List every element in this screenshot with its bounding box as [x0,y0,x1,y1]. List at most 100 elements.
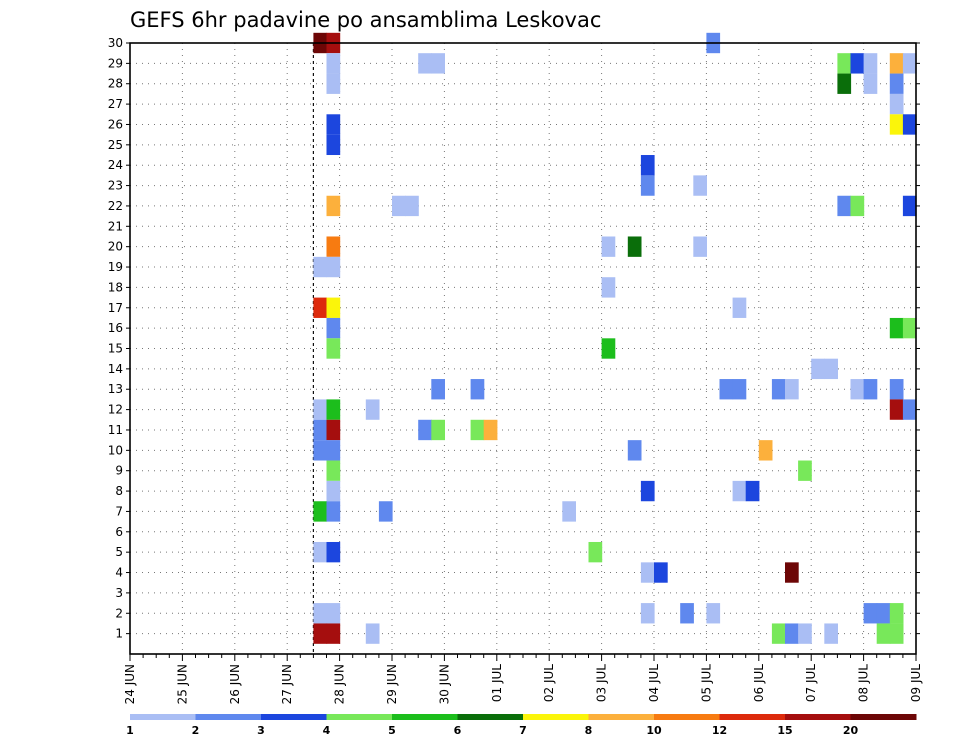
y-tick-label: 3 [115,586,123,600]
heat-cell [326,53,341,74]
heat-cell [876,603,891,624]
heat-cell [771,379,786,400]
y-tick-label: 23 [108,179,123,193]
colorbar-label: 20 [843,724,859,737]
colorbar-label: 7 [519,724,527,737]
heat-cell [706,603,721,624]
colorbar-swatch [785,714,851,720]
heat-cell [392,195,406,217]
colorbar-swatch [326,714,393,720]
heat-cell [902,317,917,339]
x-tick-label: 03 JUL [595,664,609,702]
x-tick-label: 06 JUL [752,664,766,702]
colorbar-label: 4 [323,724,331,737]
x-tick-label: 25 JUN [175,664,189,704]
x-tick-label: 29 JUN [385,664,399,704]
heat-cell [902,114,917,135]
y-tick-label: 4 [115,566,123,580]
colorbar: 1 2 3 4 5 6 7 8 10 12 15 20 [126,714,917,737]
heat-cell [771,623,786,644]
heat-cell [719,379,734,400]
x-tick-label: 01 JUL [490,664,504,702]
colorbar-swatch [130,714,196,720]
heat-cell [850,53,865,74]
heat-cell [313,603,328,624]
heat-cell [876,623,891,644]
heat-cell [732,297,747,318]
heat-cell [798,460,812,481]
heat-cell [562,501,576,522]
colorbar-label: 10 [646,724,662,737]
heat-cell [418,53,432,74]
colorbar-label: 2 [192,724,200,737]
heat-cell [313,541,328,563]
heat-cell [365,399,380,420]
heat-cell [889,399,904,420]
heat-cell [680,603,694,624]
heat-cell [902,399,917,420]
heat-cell [889,603,904,624]
y-tick-label: 17 [108,301,123,315]
heat-cell [601,236,616,257]
heat-cell [850,195,865,217]
heat-cell [326,236,341,257]
colorbar-label: 5 [388,724,396,737]
heat-cell [601,338,616,359]
x-tick-label: 08 JUL [857,664,871,702]
heat-cell [693,236,707,257]
y-tick-label: 7 [115,504,123,518]
heat-cell [824,358,838,380]
heat-cell [745,480,760,502]
heat-cell [313,623,328,644]
heat-cell [889,379,904,400]
y-tick-label: 16 [108,321,123,335]
y-tick-label: 9 [115,464,123,478]
y-tick-label: 6 [115,525,123,539]
x-axis: 24 JUN 25 JUN 26 JUN 27 JUN 28 JUN 29 JUN 30 J… [123,654,923,704]
x-tick-label: 09 JUL [909,664,923,702]
heat-cell [640,603,655,624]
x-tick-label: 07 JUL [804,664,818,702]
heat-cell [837,53,852,74]
heat-cell [785,379,799,400]
y-tick-label: 26 [108,117,123,131]
heat-cell [470,379,485,400]
colorbar-label: 6 [454,724,462,737]
colorbar-swatch [195,714,262,720]
heat-cell [431,419,445,441]
y-tick-label: 25 [108,138,123,152]
heat-cell [326,195,341,217]
y-axis: 1234567891011121314151617181920212223242… [108,36,920,641]
heat-cell [850,379,865,400]
heat-cell [654,562,668,583]
heat-cell [863,603,878,624]
heat-cell [640,480,655,502]
heat-cell [326,338,341,359]
heat-cell [640,175,655,196]
heat-cell [693,175,707,196]
heat-cell [732,480,747,502]
y-tick-label: 10 [108,443,123,457]
heat-cell [732,379,747,400]
heat-cell [785,623,799,644]
colorbar-label: 15 [777,724,792,737]
colorbar-label: 12 [712,724,727,737]
colorbar-swatch [850,714,917,720]
heat-cell [902,195,917,217]
y-tick-label: 24 [108,158,123,172]
heat-cell [326,317,341,339]
heat-cell [313,440,328,461]
y-tick-label: 11 [108,423,123,437]
heat-cell [326,480,341,502]
y-tick-label: 14 [108,362,123,376]
x-tick-label: 28 JUN [333,664,347,704]
x-tick-label: 26 JUN [228,664,242,704]
heat-cell [431,379,445,400]
y-tick-label: 27 [108,97,123,111]
heat-cell [313,399,328,420]
heat-cell [837,73,852,94]
y-tick-label: 15 [108,342,123,356]
heat-cell [889,114,904,135]
heat-cell [326,399,341,420]
colorbar-swatch [261,714,327,720]
